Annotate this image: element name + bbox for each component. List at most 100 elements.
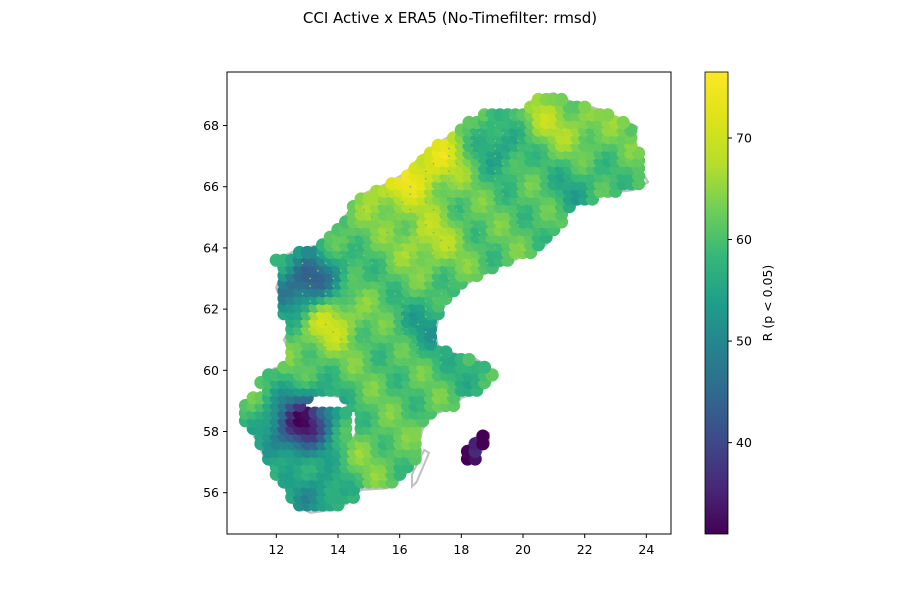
missing-marker [386,254,389,257]
missing-marker [471,155,473,158]
missing-marker [401,247,404,249]
missing-marker [332,247,335,249]
missing-marker [494,247,497,249]
missing-marker [424,308,427,310]
missing-marker [370,346,373,349]
data-point [616,115,630,130]
missing-marker [448,247,450,249]
axes-frame [226,71,672,535]
missing-marker [440,239,443,242]
missing-marker [471,277,473,280]
missing-marker [440,354,443,356]
x-tick-label: 14 [330,542,346,557]
missing-marker [324,262,327,265]
missing-marker [494,124,497,127]
missing-marker [486,216,489,219]
missing-marker [448,178,450,180]
x-tick-label: 12 [268,542,284,557]
missing-marker [432,162,435,165]
data-points [238,92,646,512]
missing-marker [432,231,435,234]
missing-marker [394,262,396,265]
data-point [476,429,490,443]
missing-marker [448,285,450,287]
missing-marker [471,201,473,203]
missing-marker [378,300,381,303]
missing-marker [478,269,481,272]
missing-marker [494,178,497,180]
missing-marker [324,323,327,326]
missing-marker [502,231,504,234]
missing-marker [355,331,358,333]
data-point [462,353,476,367]
x-tick-label: 18 [453,542,469,557]
missing-marker [417,239,419,242]
y-axis: 56 58 60 62 64 66 68 [203,118,227,500]
missing-marker [386,208,389,211]
missing-marker [486,239,489,242]
missing-marker [417,346,419,349]
missing-marker [432,193,435,196]
missing-marker [455,254,458,257]
missing-marker [409,231,412,234]
missing-marker [502,193,504,196]
missing-marker [440,216,443,219]
missing-marker [424,285,427,287]
missing-marker [309,277,312,280]
missing-marker [448,201,450,203]
x-tick-label: 24 [638,542,654,557]
missing-marker [448,170,450,173]
colorbar-label: R (p < 0.05) [760,265,775,342]
missing-marker [517,178,520,180]
missing-marker [363,231,365,234]
missing-marker [455,162,458,165]
missing-marker [440,262,443,265]
missing-marker [509,262,512,265]
y-tick-label: 68 [203,118,219,133]
missing-marker [378,285,381,287]
missing-marker [409,254,412,257]
data-point [578,100,592,114]
missing-marker [517,147,520,150]
missing-marker [440,292,443,295]
missing-marker [309,300,312,303]
missing-marker [455,231,458,234]
missing-marker [432,254,435,257]
missing-marker [401,224,404,226]
missing-marker [509,216,512,219]
chart-title: CCI Active x ERA5 (No-Timefilter: rmsd) [302,9,598,27]
missing-marker [401,315,404,318]
missing-marker [417,262,419,265]
missing-marker [471,139,473,142]
missing-marker [478,132,481,135]
missing-marker [517,124,520,127]
missing-marker [432,269,435,272]
missing-marker [448,224,450,226]
colorbar-tick-label: 40 [736,435,752,450]
y-tick-label: 66 [203,179,219,194]
missing-marker [455,208,458,211]
missing-marker [370,361,373,364]
missing-marker [409,208,412,211]
missing-marker [463,216,466,219]
missing-marker [502,254,504,257]
missing-marker [309,308,312,310]
missing-marker [463,361,466,364]
missing-marker [301,323,304,326]
colorbar [704,71,729,535]
missing-marker [417,292,419,295]
missing-marker [317,254,319,257]
missing-marker [394,216,396,219]
missing-marker [378,247,381,249]
missing-marker [386,231,389,234]
missing-marker [378,308,381,310]
missing-marker [332,285,335,287]
missing-marker [409,193,412,196]
missing-marker [332,331,335,333]
missing-marker [502,132,504,135]
missing-marker [355,285,358,287]
missing-marker [301,361,304,364]
missing-marker [340,254,342,257]
missing-marker [478,193,481,196]
